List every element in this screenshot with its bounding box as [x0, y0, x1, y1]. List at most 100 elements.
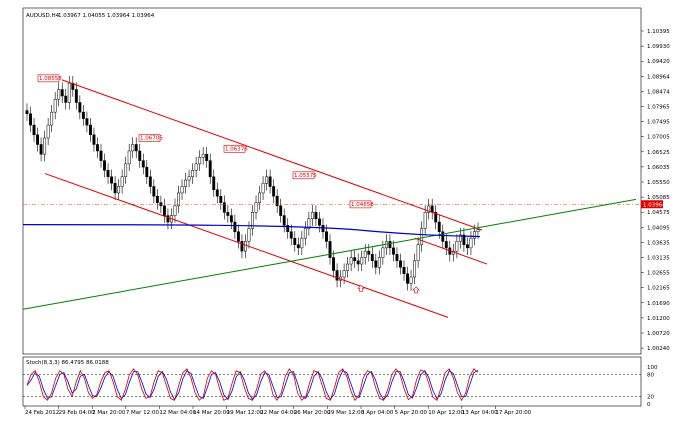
candle-body — [64, 95, 68, 103]
header-symbol: AUDUSD,H4 — [26, 13, 60, 19]
candle-body — [152, 186, 156, 197]
candle-body — [88, 124, 92, 136]
candle-body — [325, 231, 328, 242]
stoch-main-line — [26, 368, 479, 402]
candle-body — [423, 212, 427, 229]
candle-body — [268, 176, 272, 187]
time-axis: 24 Feb 2012 29 Feb 04:002 Mar 20:00 7 Mar … — [24, 406, 532, 416]
channel-upper-line — [61, 79, 483, 231]
price-tick-label: 1.03635 — [647, 240, 670, 246]
candle-body — [363, 250, 367, 258]
price-tick-label: 1.05550 — [647, 180, 670, 186]
time-tick-label: 10 Apr 12:00 — [428, 410, 464, 416]
price-tick-label: 1.04095 — [647, 225, 670, 231]
candle-body — [205, 153, 209, 161]
candle-body — [367, 250, 371, 255]
candle-body — [469, 237, 473, 249]
candle-body — [78, 102, 82, 113]
candle-body — [212, 176, 216, 190]
price-label-text: 1.06376 — [225, 146, 248, 152]
candle-body — [437, 221, 441, 232]
candle-body — [173, 205, 177, 216]
candle-body — [106, 170, 110, 178]
candle-body — [187, 176, 191, 181]
candle-body — [381, 247, 385, 258]
candle-body — [229, 215, 233, 223]
stoch-level-label: 20 — [647, 395, 654, 401]
candle-body — [141, 160, 145, 168]
candle-body — [113, 183, 117, 194]
candle-body — [444, 241, 448, 249]
price-tick-label: 1.01690 — [647, 301, 670, 307]
candle-body — [60, 89, 64, 97]
candle-body — [434, 212, 438, 223]
candle-body — [226, 212, 230, 216]
candle-body — [395, 254, 399, 262]
candle-body — [148, 176, 152, 187]
price-tick-label: 1.00720 — [647, 331, 670, 337]
candle-body — [177, 192, 180, 207]
candle-body — [43, 137, 47, 155]
moving-average-line — [22, 224, 481, 238]
price-label-box — [349, 200, 372, 209]
candle-body — [391, 247, 395, 255]
candle-body — [99, 150, 103, 161]
candle-body — [458, 234, 462, 242]
candle-body — [81, 111, 85, 119]
candle-body — [356, 260, 360, 265]
candle-body — [155, 195, 159, 203]
price-label-box — [37, 74, 60, 83]
price-label-box — [138, 134, 161, 142]
price-tick-label: 1.02655 — [647, 271, 670, 277]
candle-body — [279, 205, 283, 216]
price-label-text: 1.08558 — [39, 76, 62, 82]
candle-body — [240, 241, 244, 252]
candle-body — [233, 221, 237, 232]
channel-extension-line — [414, 237, 488, 265]
candle-body — [29, 113, 32, 126]
drawings: 1.08558 1.06705 1.06376 1.05575 1.04658 1.039… — [22, 74, 666, 318]
current-price-text: 1.03964 — [643, 202, 666, 208]
stoch-level-label: 100 — [647, 365, 658, 371]
candle-body — [222, 202, 226, 213]
candle-body — [265, 176, 269, 184]
candle-body — [441, 231, 445, 242]
candle-body — [191, 170, 195, 178]
candle-body — [420, 228, 424, 245]
candle-body — [236, 231, 240, 242]
candle-body — [201, 153, 205, 158]
candle-body — [296, 244, 300, 249]
candle-body — [145, 166, 149, 178]
stoch-level-label: 80 — [647, 372, 654, 378]
candle-body — [134, 144, 138, 152]
candle-body — [413, 260, 417, 278]
candle-body — [258, 192, 261, 203]
candle-body — [388, 241, 392, 249]
candle-body — [465, 244, 469, 249]
candle-body — [476, 229, 480, 232]
indicator-panel-frame — [22, 356, 642, 407]
candle-body — [406, 273, 409, 284]
candle-body — [244, 241, 247, 252]
price-label-text: 1.06705 — [140, 136, 163, 142]
channel-lower-line — [44, 173, 449, 318]
time-tick-label: 29 Mar 12:00 — [327, 410, 364, 416]
time-tick-label: 14 Mar 20:00 — [193, 410, 230, 416]
candle-body — [166, 215, 170, 223]
candle-body — [124, 163, 128, 178]
candle-body — [32, 124, 36, 136]
price-tick-label: 1.07005 — [647, 135, 670, 141]
price-tick-label: 1.06525 — [647, 150, 670, 156]
price-label-box — [292, 171, 315, 180]
candle-body — [50, 111, 54, 126]
candle-body — [162, 205, 166, 216]
candle-body — [120, 176, 124, 187]
time-tick-label: 17 Apr 20:00 — [495, 410, 531, 416]
candles — [25, 75, 480, 291]
price-tick-label: 1.05085 — [647, 195, 670, 201]
candle-body — [198, 157, 202, 165]
price-tick-label: 1.07495 — [647, 120, 670, 126]
candle-body — [286, 225, 290, 232]
